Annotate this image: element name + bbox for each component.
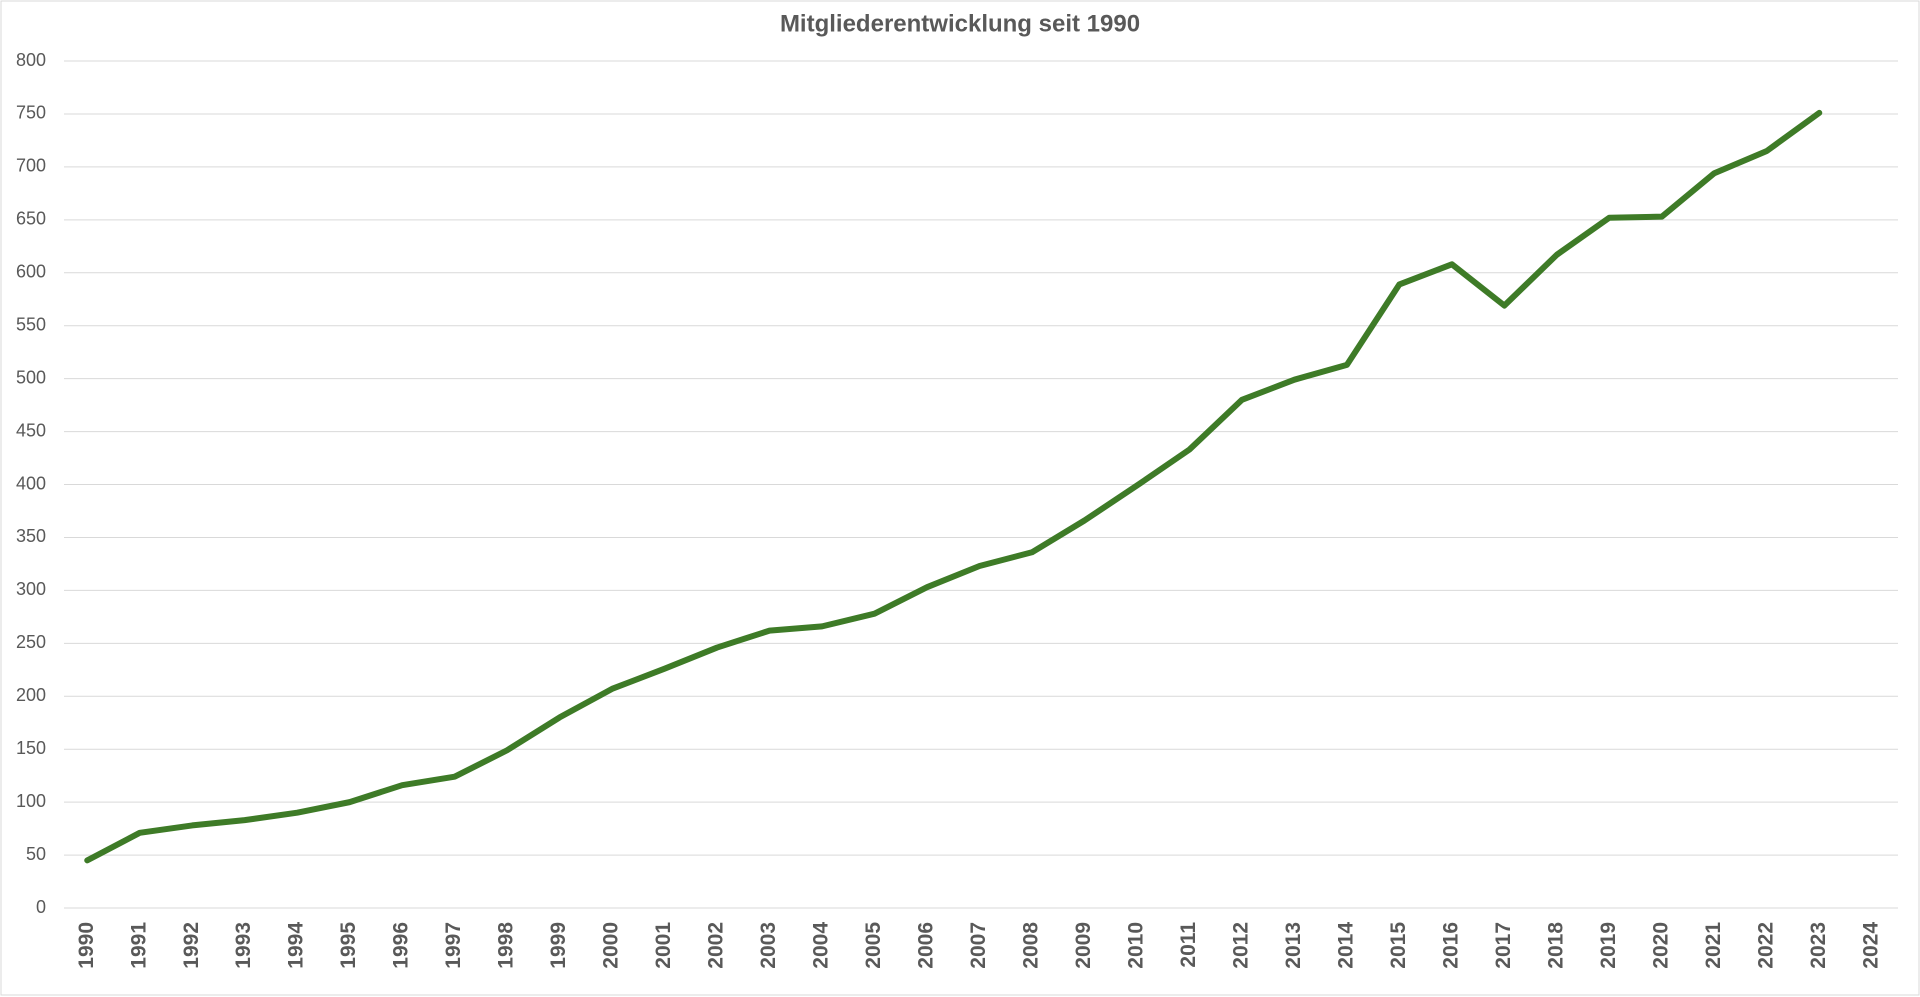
x-tick-label: 1997	[442, 922, 465, 969]
y-tick-label: 650	[16, 209, 46, 229]
x-tick-label: 2001	[652, 922, 675, 969]
x-tick-label: 1998	[495, 922, 518, 969]
x-tick-label: 2009	[1072, 922, 1095, 969]
x-tick-label: 1994	[285, 922, 308, 969]
y-tick-label: 0	[36, 897, 46, 917]
chart-title: Mitgliederentwicklung seit 1990	[780, 10, 1140, 37]
x-tick-label: 2017	[1492, 922, 1515, 969]
x-tick-label: 2013	[1282, 922, 1305, 969]
y-tick-label: 400	[16, 473, 46, 493]
y-tick-label: 550	[16, 314, 46, 334]
x-tick-label: 2005	[862, 922, 885, 969]
y-tick-label: 700	[16, 156, 46, 176]
y-tick-label: 150	[16, 738, 46, 758]
x-tick-label: 2014	[1334, 922, 1357, 969]
x-tick-label: 2000	[600, 922, 623, 969]
x-tick-label: 1999	[547, 922, 570, 969]
x-tick-label: 2023	[1807, 922, 1830, 969]
x-tick-label: 1991	[127, 922, 150, 969]
y-tick-label: 800	[16, 50, 46, 70]
x-tick-label: 2022	[1754, 922, 1777, 969]
x-tick-label: 2006	[915, 922, 938, 969]
line-series	[84, 109, 1823, 864]
x-tick-label: 1993	[232, 922, 255, 969]
x-tick-label: 1992	[180, 922, 203, 969]
y-tick-label: 300	[16, 579, 46, 599]
x-tick-label: 2004	[810, 922, 833, 969]
x-tick-label: 1995	[337, 922, 360, 969]
x-tick-label: 2008	[1020, 922, 1043, 969]
x-tick-label: 2015	[1387, 922, 1410, 969]
x-tick-label: 2007	[967, 922, 990, 969]
y-tick-label: 200	[16, 685, 46, 705]
y-tick-label: 750	[16, 103, 46, 123]
x-tick-label: 2018	[1544, 922, 1567, 969]
x-tick-label: 2020	[1649, 922, 1672, 969]
y-tick-label: 600	[16, 262, 46, 282]
y-tick-label: 50	[26, 844, 46, 864]
x-tick-label: 2021	[1702, 922, 1725, 969]
x-tick-label: 2016	[1439, 922, 1462, 969]
x-tick-label: 1996	[390, 922, 413, 969]
x-tick-label: 2010	[1125, 922, 1148, 969]
y-tick-label: 250	[16, 632, 46, 652]
y-tick-label: 450	[16, 420, 46, 440]
x-tick-label: 2003	[757, 922, 780, 969]
x-tick-label: 2019	[1597, 922, 1620, 969]
x-tick-label: 2011	[1177, 922, 1200, 968]
x-tick-label: 2024	[1859, 922, 1882, 969]
y-tick-label: 350	[16, 526, 46, 546]
y-tick-label: 500	[16, 367, 46, 387]
x-tick-label: 2002	[705, 922, 728, 969]
x-tick-label: 1990	[75, 922, 98, 969]
y-tick-label: 100	[16, 791, 46, 811]
x-tick-label: 2012	[1229, 922, 1252, 969]
